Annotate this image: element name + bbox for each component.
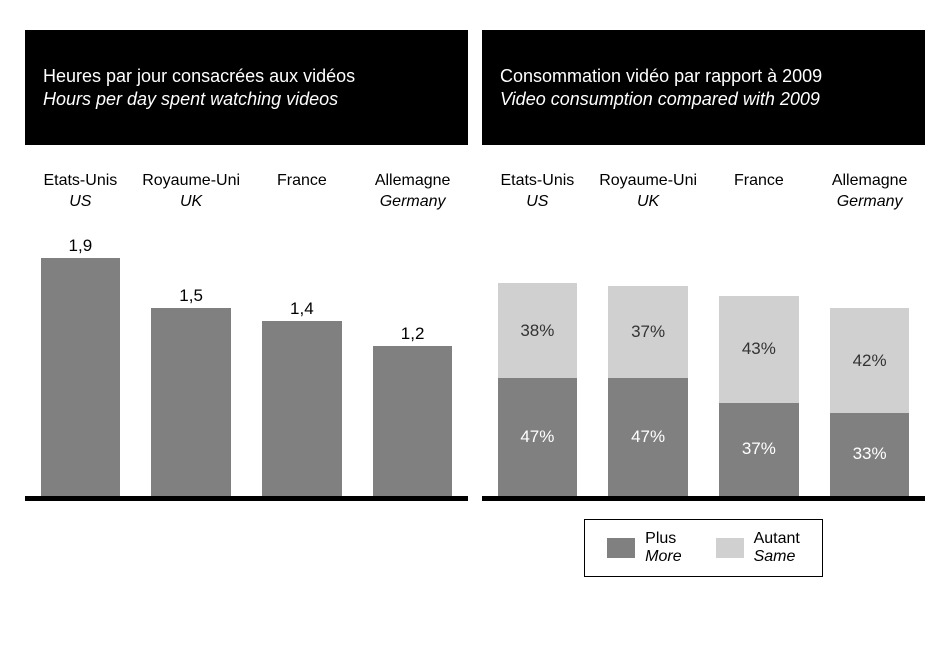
bar-value-label: 1,9: [69, 236, 93, 256]
panel-right: Consommation vidéo par rapport à 2009 Vi…: [482, 30, 925, 577]
bar-value-label: 1,4: [290, 299, 314, 319]
cat-label: Royaume-UniUK: [136, 171, 247, 213]
legend-item-same: Autant Same: [716, 530, 800, 567]
right-title-fr: Consommation vidéo par rapport à 2009: [500, 66, 907, 87]
bar: [151, 308, 231, 496]
cat-label: Royaume-UniUK: [593, 171, 704, 213]
cat-label: AllemagneGermany: [814, 171, 925, 213]
right-categories: Etats-UnisUS Royaume-UniUK France Allema…: [482, 171, 925, 213]
stacked-bar: 43%37%: [719, 296, 799, 496]
swatch-light: [716, 538, 744, 558]
right-title-en: Video consumption compared with 2009: [500, 89, 907, 110]
bar-slot: 1,4: [247, 299, 358, 496]
left-plot: 1,9 1,5 1,4 1,2: [25, 221, 468, 501]
left-title-fr: Heures par jour consacrées aux vidéos: [43, 66, 450, 87]
bar-slot: 1,2: [357, 324, 468, 496]
bar: [41, 258, 121, 496]
cat-label: France: [704, 171, 815, 213]
legend-item-more: Plus More: [607, 530, 681, 567]
bar-slot: 38%47%: [482, 283, 593, 496]
bar-value-label: 1,2: [401, 324, 425, 344]
segment-same: 38%: [498, 283, 578, 378]
legend-same-fr: Autant: [754, 530, 800, 548]
segment-more: 47%: [498, 378, 578, 496]
bar-slot: 42%33%: [814, 308, 925, 496]
swatch-dark: [607, 538, 635, 558]
right-title-box: Consommation vidéo par rapport à 2009 Vi…: [482, 30, 925, 145]
legend-same-en: Same: [754, 548, 800, 566]
stacked-bar: 42%33%: [830, 308, 910, 496]
segment-same: 43%: [719, 296, 799, 404]
bar: [262, 321, 342, 496]
segment-same: 37%: [608, 286, 688, 379]
panels: Heures par jour consacrées aux vidéos Ho…: [25, 30, 925, 577]
segment-more: 37%: [719, 403, 799, 496]
cat-label: Etats-UnisUS: [482, 171, 593, 213]
left-title-en: Hours per day spent watching videos: [43, 89, 450, 110]
bar-slot: 43%37%: [704, 296, 815, 496]
stacked-bar: 37%47%: [608, 286, 688, 496]
cat-label: Etats-UnisUS: [25, 171, 136, 213]
segment-more: 33%: [830, 413, 910, 496]
right-plot: 38%47%37%47%43%37%42%33%: [482, 221, 925, 501]
cat-label: AllemagneGermany: [357, 171, 468, 213]
panel-left: Heures par jour consacrées aux vidéos Ho…: [25, 30, 468, 577]
legend-more-en: More: [645, 548, 681, 566]
legend-wrap: Plus More Autant Same: [482, 519, 925, 578]
segment-same: 42%: [830, 308, 910, 413]
bar-value-label: 1,5: [179, 286, 203, 306]
bar: [373, 346, 453, 496]
bar-slot: 37%47%: [593, 286, 704, 496]
left-categories: Etats-UnisUS Royaume-UniUK France Allema…: [25, 171, 468, 213]
legend-more-fr: Plus: [645, 530, 681, 548]
bar-slot: 1,5: [136, 286, 247, 496]
segment-more: 47%: [608, 378, 688, 496]
left-title-box: Heures par jour consacrées aux vidéos Ho…: [25, 30, 468, 145]
cat-label: France: [247, 171, 358, 213]
legend: Plus More Autant Same: [584, 519, 823, 578]
stacked-bar: 38%47%: [498, 283, 578, 496]
bar-slot: 1,9: [25, 236, 136, 496]
